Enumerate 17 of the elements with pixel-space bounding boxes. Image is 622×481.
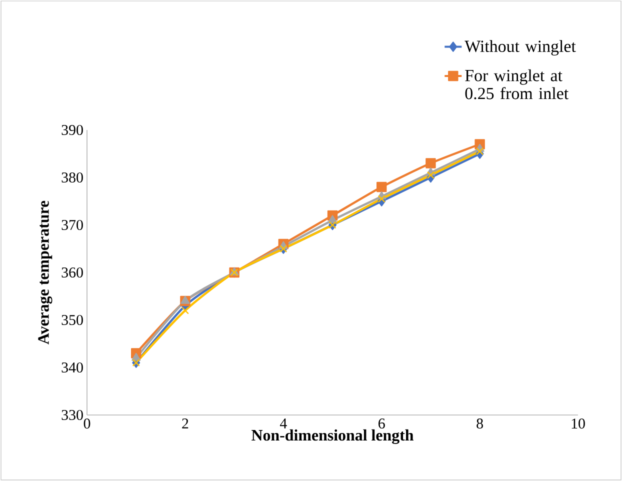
- y-tick-label: 380: [62, 172, 83, 183]
- legend-label: Without winglet: [464, 40, 576, 56]
- x-axis-title: Non-dimensional length: [252, 429, 414, 444]
- y-tick-label: 370: [62, 220, 83, 230]
- x-tick-label: 0: [84, 418, 90, 429]
- y-tick-label: 360: [62, 267, 83, 278]
- y-tick-label: 340: [62, 362, 83, 373]
- y-tick-label: 350: [62, 314, 83, 326]
- x-tick-label: 10: [572, 418, 585, 429]
- x-tick-label: 4: [280, 418, 287, 428]
- legend-label: For winglet at 0.25 from inlet: [465, 69, 569, 100]
- x-tick-label: 8: [476, 418, 483, 429]
- x-tick-label: 2: [182, 418, 188, 428]
- y-tick-label: 390: [62, 124, 83, 136]
- x-tick-label: 6: [378, 418, 385, 429]
- y-tick-label: 330: [62, 410, 83, 420]
- y-axis-title: Average temperature: [38, 200, 52, 344]
